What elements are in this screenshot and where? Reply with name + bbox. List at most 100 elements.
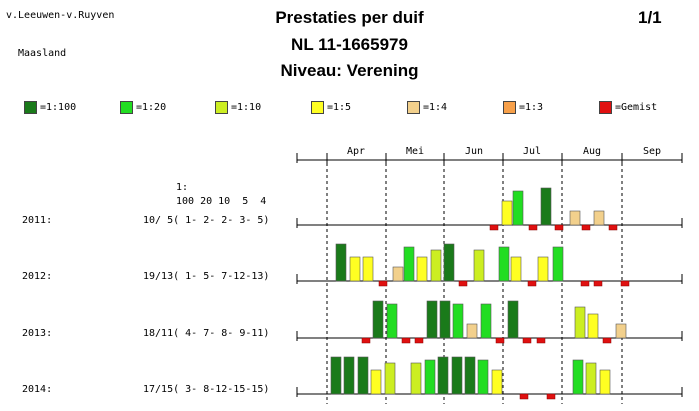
month-label: Apr	[347, 146, 365, 157]
legend-swatch	[503, 101, 516, 114]
missed-marker	[495, 337, 505, 344]
year-label: 2011:	[22, 215, 53, 226]
result-bar	[599, 369, 611, 395]
missed-marker	[489, 224, 499, 231]
result-bar	[386, 303, 398, 339]
result-bar	[480, 303, 492, 339]
result-bar	[587, 313, 599, 339]
missed-marker	[608, 224, 618, 231]
legend-swatch	[311, 101, 324, 114]
result-bar	[501, 200, 513, 226]
missed-marker	[527, 280, 537, 287]
result-bar	[452, 303, 464, 339]
legend-label: =1:20	[136, 102, 167, 113]
month-label: Jul	[523, 146, 541, 157]
result-bar	[416, 256, 428, 282]
missed-marker	[581, 224, 591, 231]
legend-swatch	[407, 101, 420, 114]
result-bar	[357, 356, 369, 395]
result-bar	[540, 187, 552, 226]
missed-marker	[554, 224, 564, 231]
result-bar	[330, 356, 342, 395]
result-bar	[430, 249, 442, 282]
result-bar	[507, 300, 519, 339]
result-bar	[466, 323, 478, 339]
legend-swatch	[599, 101, 612, 114]
result-bar	[537, 256, 549, 282]
missed-marker	[580, 280, 590, 287]
missed-marker	[593, 280, 603, 287]
missed-marker	[458, 280, 468, 287]
result-bar	[510, 256, 522, 282]
result-bar	[498, 246, 510, 282]
result-bar	[439, 300, 451, 339]
result-bar	[362, 256, 374, 282]
location: Maasland	[18, 48, 67, 59]
legend-label: =1:3	[519, 102, 544, 113]
legend-label: =Gemist	[615, 102, 658, 113]
row-stats: 10/ 5( 1- 2- 2- 3- 5)	[143, 215, 270, 226]
missed-marker	[414, 337, 424, 344]
result-bar	[574, 306, 586, 339]
result-bar	[349, 256, 361, 282]
result-bar	[491, 369, 503, 395]
year-label: 2014:	[22, 384, 53, 395]
missed-marker	[602, 337, 612, 344]
column-header-1: 1:	[176, 182, 189, 193]
result-bar	[443, 243, 455, 282]
missed-marker	[522, 337, 532, 344]
missed-marker	[519, 393, 529, 400]
result-bar	[585, 362, 597, 395]
missed-marker	[378, 280, 388, 287]
result-bar	[572, 359, 584, 395]
result-bar	[403, 246, 415, 282]
month-label: Aug	[583, 146, 601, 157]
legend-swatch	[120, 101, 133, 114]
result-bar	[392, 266, 404, 282]
result-bar	[615, 323, 627, 339]
missed-marker	[546, 393, 556, 400]
result-bar	[410, 362, 422, 395]
result-bar	[424, 359, 436, 395]
result-bar	[477, 359, 489, 395]
column-header-2: 100 20 10 5 4	[176, 196, 267, 207]
result-bar	[426, 300, 438, 339]
result-bar	[343, 356, 355, 395]
row-stats: 19/13( 1- 5- 7-12-13)	[143, 271, 270, 282]
result-bar	[552, 246, 564, 282]
legend-label: =1:4	[423, 102, 448, 113]
missed-marker	[536, 337, 546, 344]
legend-swatch	[24, 101, 37, 114]
result-bar	[437, 356, 449, 395]
result-bar	[473, 249, 485, 282]
result-bar	[569, 210, 581, 226]
missed-marker	[528, 224, 538, 231]
result-bar	[372, 300, 384, 339]
result-bar	[335, 243, 347, 282]
row-stats: 17/15( 3- 8-12-15-15)	[143, 384, 270, 395]
legend-label: =1:5	[327, 102, 352, 113]
month-label: Sep	[643, 146, 661, 157]
month-label: Jun	[465, 146, 483, 157]
result-bar	[451, 356, 463, 395]
title-line-2: NL 11-1665979	[291, 35, 408, 54]
row-stats: 18/11( 4- 7- 8- 9-11)	[143, 328, 270, 339]
result-bar	[512, 190, 524, 226]
missed-marker	[401, 337, 411, 344]
month-label: Mei	[406, 146, 424, 157]
title-line-1: Prestaties per duif	[275, 8, 424, 27]
year-label: 2012:	[22, 271, 53, 282]
page-number: 1/1	[638, 8, 662, 27]
result-bar	[384, 362, 396, 395]
legend-label: =1:100	[40, 102, 77, 113]
missed-marker	[620, 280, 630, 287]
legend-swatch	[215, 101, 228, 114]
owner-name: v.Leeuwen-v.Ruyven	[6, 10, 115, 21]
missed-marker	[361, 337, 371, 344]
result-bar	[593, 210, 605, 226]
year-label: 2013:	[22, 328, 53, 339]
legend-label: =1:10	[231, 102, 262, 113]
title-line-3: Niveau: Verening	[280, 61, 419, 80]
result-bar	[464, 356, 476, 395]
